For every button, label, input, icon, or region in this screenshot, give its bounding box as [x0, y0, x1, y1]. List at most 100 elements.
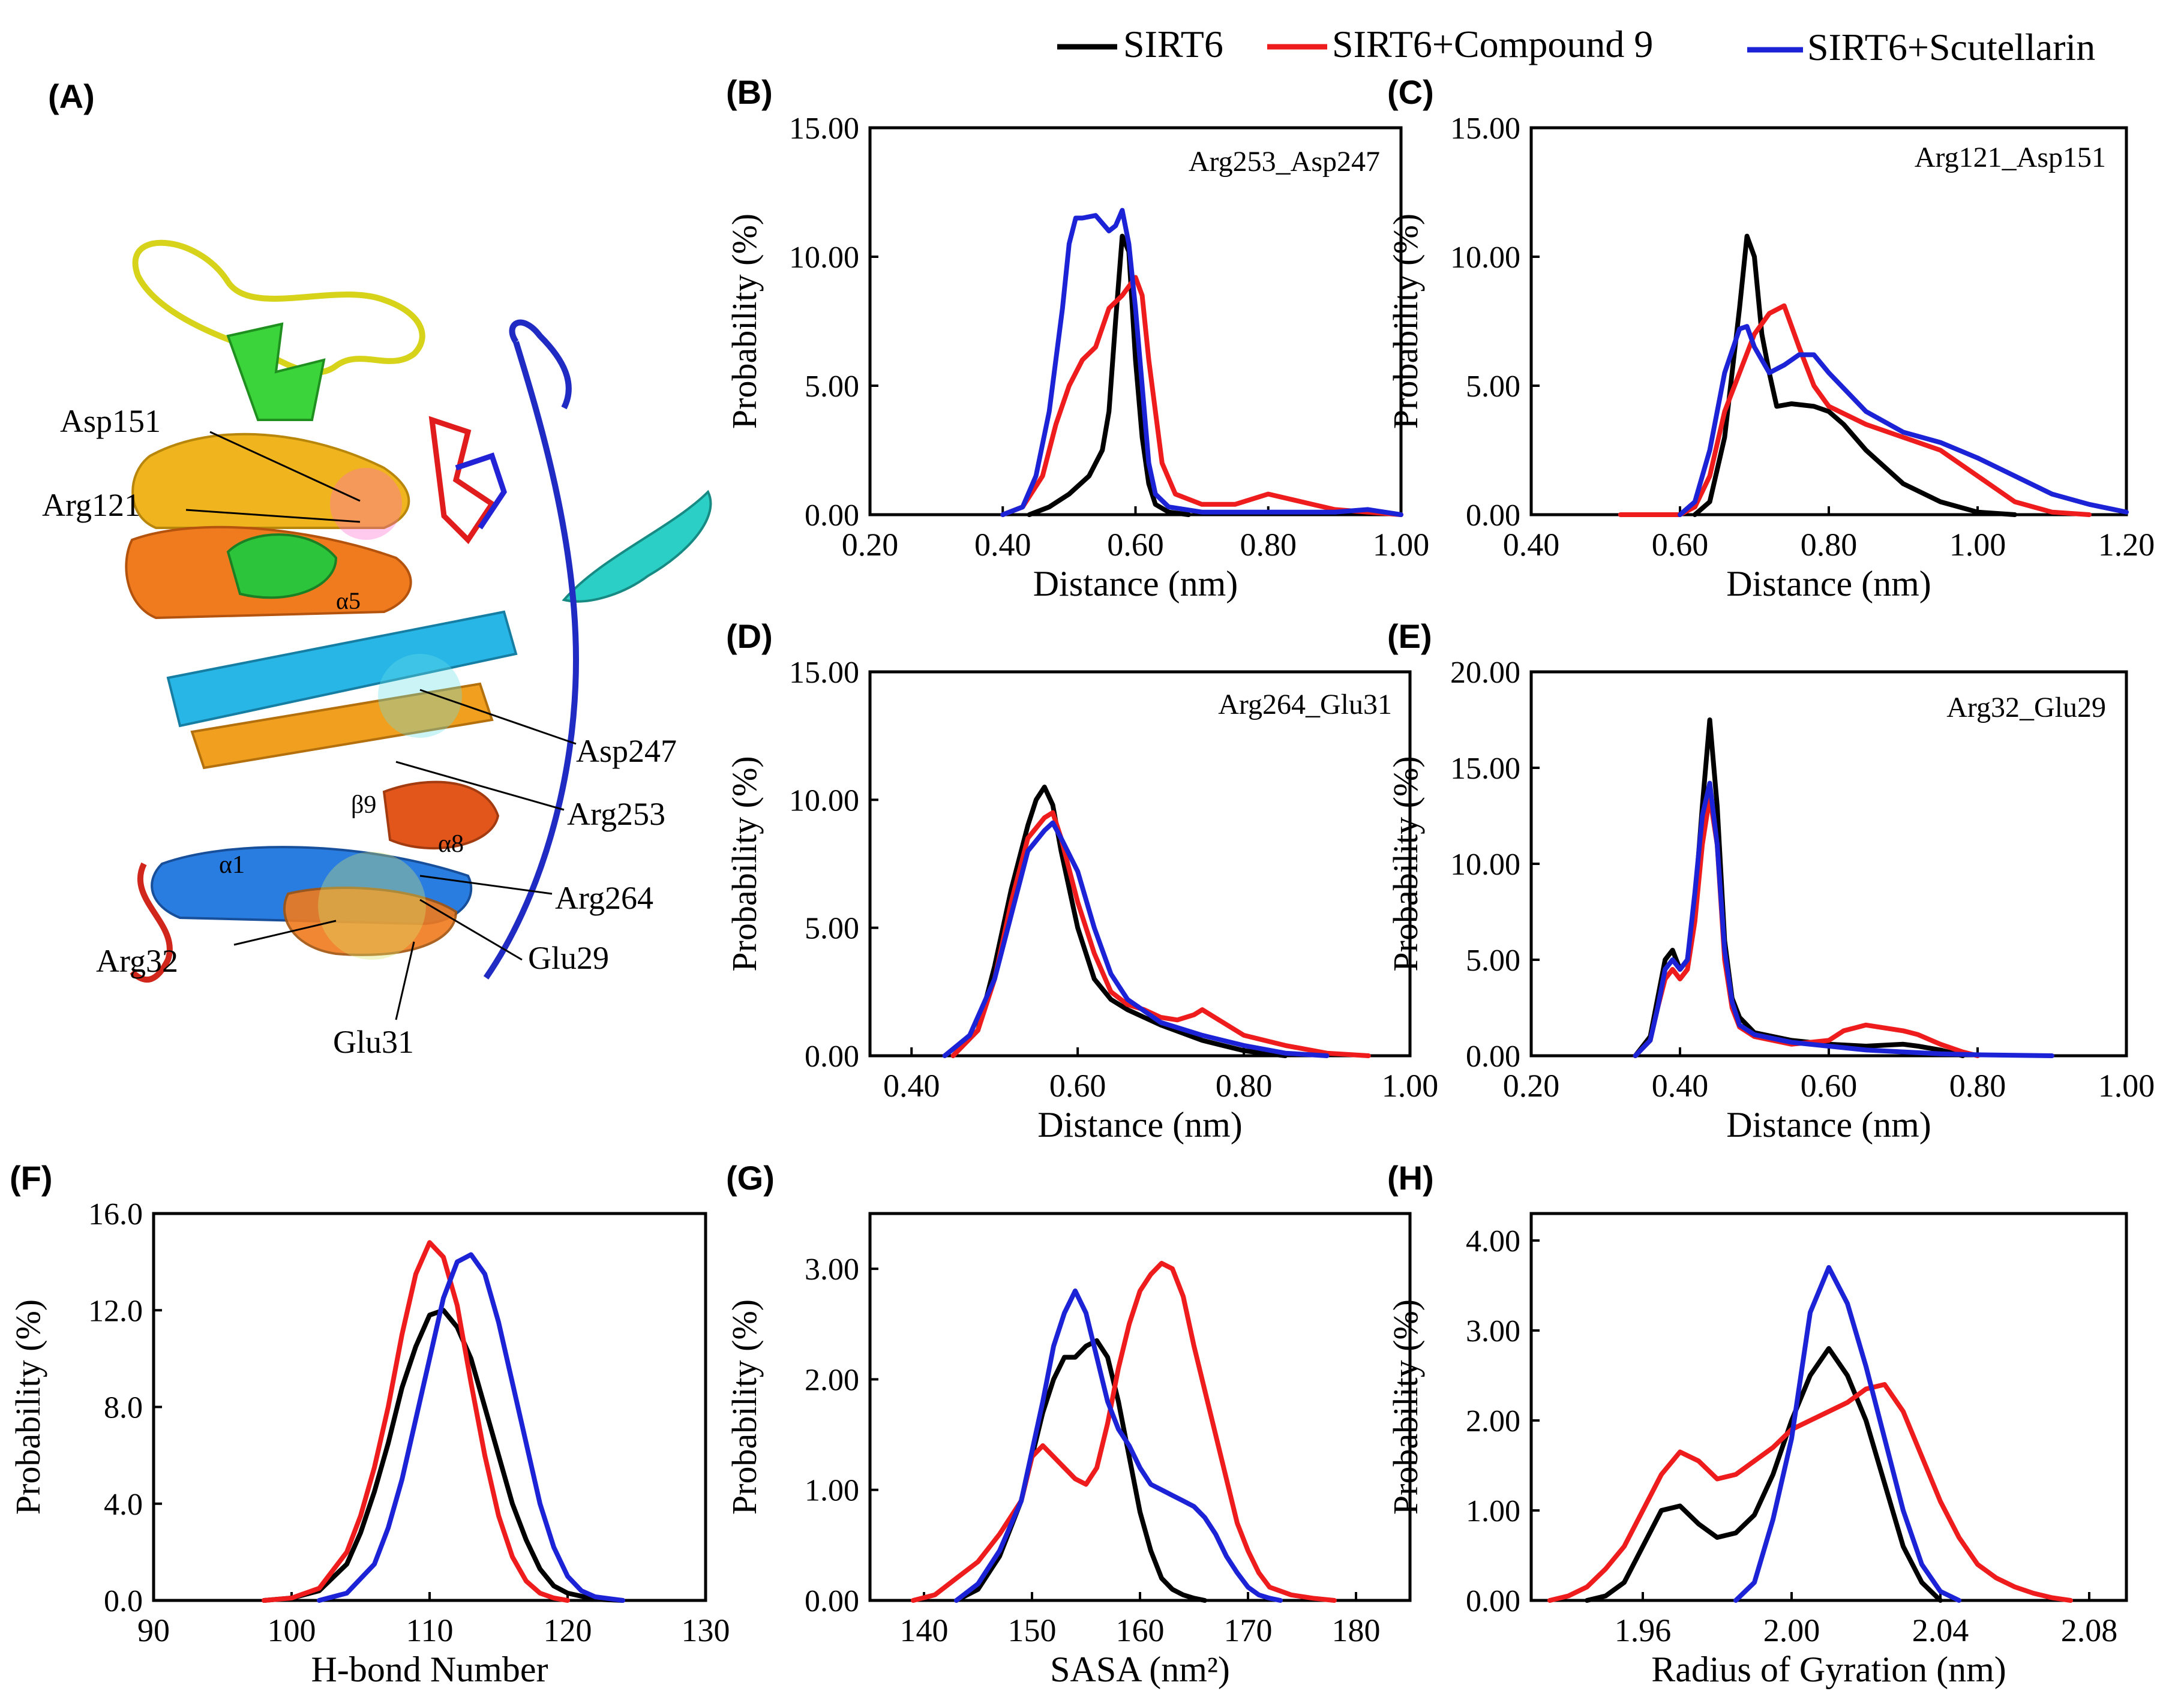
y-tick-label-d: 5.00	[805, 912, 859, 946]
y-tick-label-e: 5.00	[1466, 944, 1520, 978]
residue-label-arg32: Arg32	[96, 943, 178, 979]
legend-label-sirt6: SIRT6	[1123, 23, 1223, 65]
panel-label-f: (F)	[10, 1159, 53, 1197]
series-line-h-sirt6-scutellarin	[1733, 1265, 1961, 1603]
x-tick-label-h: 2.04	[1912, 1612, 1969, 1648]
element-label-alpha5: α5	[336, 587, 361, 614]
legend: SIRT6 SIRT6+Compound 9 SIRT6+Scutellarin	[1057, 23, 2095, 68]
x-tick-label-b: 0.20	[842, 527, 899, 563]
x-axis-label-e: Distance (nm)	[1726, 1105, 1931, 1145]
series-line-f-sirt6	[262, 1308, 625, 1603]
series-line-g-sirt6-scutellarin	[954, 1288, 1283, 1603]
chart-d: (D) 0.40 0.60 0.80 1.00 0.00 5.00 10.00 15.00 Dis…	[725, 617, 1438, 1145]
plot-frame-f	[152, 1212, 707, 1602]
x-tick-label-d: 0.60	[1049, 1068, 1106, 1104]
x-tick-label-g: 180	[1332, 1612, 1381, 1648]
y-tick-label-h: 3.00	[1466, 1314, 1520, 1348]
x-tick-label-f: 130	[682, 1612, 730, 1648]
chart-e: (E) 0.20 0.40 0.60 0.80 1.00 0.00 5.00 10.00 15.0…	[1386, 617, 2155, 1145]
series-line-f-sirt6-scutellarin	[317, 1252, 625, 1603]
x-tick-label-g: 150	[1008, 1612, 1057, 1648]
chart-f: (F) 90 100 110 120 130 0.0 4.0 8.0 12.0 16.0 H-bond…	[8, 1159, 730, 1689]
x-tick-label-b: 1.00	[1373, 527, 1430, 563]
x-tick-label-b: 0.80	[1240, 527, 1297, 563]
protein-cartoon	[125, 239, 712, 983]
y-tick-label-h: 4.00	[1466, 1224, 1520, 1259]
residue-label-glu31: Glu31	[333, 1024, 414, 1060]
x-tick-label-c: 0.60	[1652, 527, 1709, 563]
surface-yellow	[318, 852, 426, 960]
y-tick-label-c: 0.00	[1466, 498, 1520, 533]
panel-label-g: (G)	[726, 1159, 775, 1197]
x-tick-label-e: 0.60	[1801, 1068, 1858, 1104]
y-tick-label-c: 15.00	[1450, 112, 1520, 146]
y-axis-label-g: Probability (%)	[725, 1299, 764, 1515]
legend-label-compound9: SIRT6+Compound 9	[1332, 23, 1653, 65]
x-tick-label-g: 170	[1224, 1612, 1273, 1648]
series-line-h-sirt6-compound-9	[1547, 1382, 2073, 1603]
plot-frame-g	[868, 1212, 1412, 1602]
element-label-beta9: β9	[351, 791, 376, 819]
y-tick-label-g: 2.00	[805, 1363, 859, 1397]
x-tick-label-d: 0.80	[1216, 1068, 1273, 1104]
helix-orange-bottom	[283, 887, 458, 956]
series-line-e-sirt6-scutellarin	[1633, 780, 2054, 1058]
x-tick-label-h: 2.08	[2061, 1612, 2118, 1648]
y-tick-label-d: 15.00	[789, 656, 859, 690]
x-tick-label-c: 1.20	[2098, 527, 2155, 563]
y-tick-label-e: 15.00	[1450, 752, 1520, 786]
series-line-e-sirt6	[1633, 717, 1966, 1058]
y-axis-label-h: Probability (%)	[1386, 1299, 1425, 1515]
y-tick-label-h: 0.00	[1466, 1584, 1520, 1618]
y-tick-label-g: 0.00	[805, 1584, 859, 1618]
legend-label-scutellarin: SIRT6+Scutellarin	[1807, 26, 2095, 68]
x-axis-label-c: Distance (nm)	[1726, 564, 1931, 603]
x-tick-label-c: 1.00	[1949, 527, 2006, 563]
chart-panels: (B) 0.20 0.40 0.60 0.80 1.00 0.00 5.00 10.00 15.0…	[8, 73, 2155, 1689]
residue-leader-lines	[185, 431, 577, 1020]
surface-pink	[330, 468, 402, 540]
series-line-c-sirt6-compound-9	[1618, 303, 2092, 517]
sheet-green-mid	[226, 533, 338, 599]
surface-cyan	[378, 654, 462, 738]
helix-red-orange	[382, 780, 500, 850]
y-tick-label-e: 20.00	[1450, 656, 1520, 690]
x-tick-label-d: 0.40	[883, 1068, 940, 1104]
x-tick-label-f: 90	[137, 1612, 170, 1648]
y-tick-label-h: 2.00	[1466, 1404, 1520, 1438]
x-tick-label-h: 1.96	[1615, 1612, 1672, 1648]
series-line-f-sirt6-compound-9	[262, 1240, 570, 1603]
y-tick-label-b: 5.00	[805, 370, 859, 404]
x-tick-label-b: 0.60	[1107, 527, 1164, 563]
beta-strand-cyan	[166, 610, 518, 728]
series-line-b-sirt6-compound-9	[1000, 275, 1403, 517]
y-tick-label-f: 8.0	[104, 1391, 143, 1425]
series-line-h-sirt6	[1585, 1346, 1943, 1603]
plot-frame-e	[1529, 670, 2128, 1058]
x-tick-label-f: 100	[268, 1612, 316, 1648]
structure-panel: (A)	[42, 77, 712, 1060]
helix-teal	[562, 489, 712, 603]
residue-label-glu29: Glu29	[528, 940, 609, 976]
y-axis-label-d: Probability (%)	[725, 756, 764, 971]
y-tick-label-d: 0.00	[805, 1040, 859, 1074]
panel-label-d: (D)	[726, 617, 773, 655]
x-tick-label-c: 0.80	[1801, 527, 1858, 563]
y-tick-label-h: 1.00	[1466, 1494, 1520, 1528]
annotation-d: Arg264_Glu31	[1218, 689, 1392, 720]
y-axis-label-c: Probability (%)	[1386, 214, 1425, 429]
y-tick-label-f: 4.0	[104, 1488, 143, 1522]
x-tick-label-c: 0.40	[1503, 527, 1560, 563]
x-axis-label-b: Distance (nm)	[1033, 564, 1238, 603]
y-tick-label-f: 0.0	[104, 1584, 143, 1618]
residue-label-asp151: Asp151	[60, 403, 161, 439]
annotation-e: Arg32_Glu29	[1946, 692, 2106, 723]
ligand-blue-sticks	[455, 452, 507, 530]
plot-frame-h	[1529, 1212, 2128, 1602]
element-label-alpha1: α1	[219, 851, 245, 879]
x-tick-label-f: 120	[544, 1612, 592, 1648]
y-tick-label-b: 10.00	[789, 241, 859, 275]
y-tick-label-d: 10.00	[789, 783, 859, 818]
plot-frame-c	[1529, 126, 2128, 516]
element-label-alpha8: α8	[438, 830, 464, 858]
